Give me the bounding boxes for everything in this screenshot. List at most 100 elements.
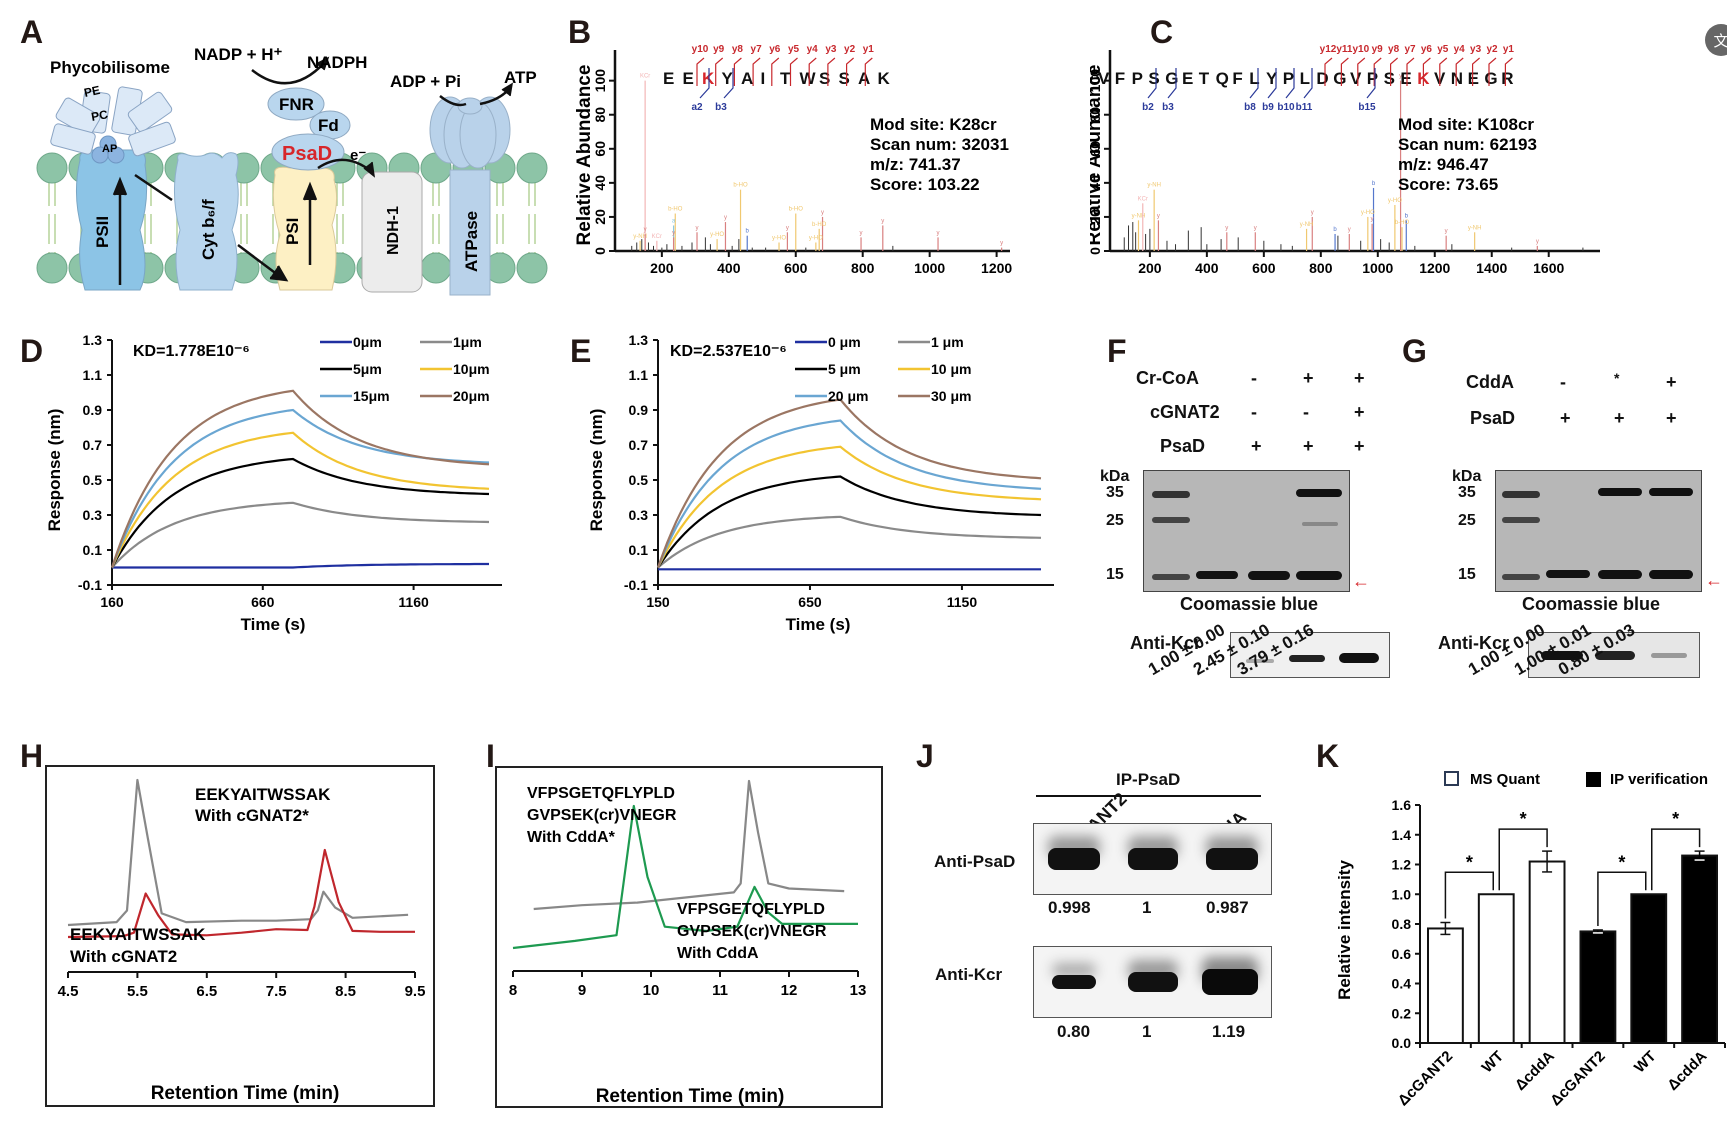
- series-line-20μm: [656, 419, 1042, 568]
- label-psi: PSI: [283, 218, 302, 245]
- j-blot1-value: 1: [1142, 898, 1152, 917]
- peak-ion-label: y-HO: [1361, 210, 1375, 216]
- y-tick-label: 1.0: [1392, 886, 1412, 902]
- blot-band: [1339, 653, 1379, 663]
- label-electron: e⁻: [350, 147, 366, 164]
- blot-band: [1541, 651, 1583, 660]
- y-tick-label: 0: [592, 247, 608, 255]
- gel-band: [1152, 574, 1190, 580]
- label-nadp: NADP + H⁺: [194, 45, 283, 64]
- x-category-label: ΔcddA: [1512, 1048, 1558, 1094]
- i-label-bottom-1: VFPSGETQFLYPLD: [677, 901, 825, 918]
- y-ion-bracket: [1340, 57, 1349, 86]
- b-peaks: KCry-NHyKCrb-HOayyyy-HOb-HObyy-HOb-HOyb-…: [631, 74, 1003, 251]
- blot-band: [1052, 975, 1096, 989]
- x-tick-label: 13: [850, 982, 867, 999]
- y-ion-label: y11: [1336, 44, 1353, 55]
- f-sign: -: [1251, 402, 1257, 422]
- sequence-residue: S: [1148, 69, 1159, 88]
- y-tick-label: 1.2: [1392, 857, 1412, 873]
- y-ion-bracket: [1357, 57, 1366, 86]
- panel-label-a: A: [20, 14, 44, 50]
- panel-label-d: D: [20, 333, 44, 369]
- bar-ms-quant: [1427, 927, 1464, 1044]
- panel-i-chromatogram: 8 9 10 11 12 13 VFPSGETQFLYPLD GVPSEK(cr)VNEG…: [495, 766, 883, 1108]
- bar-ip-verification: [1579, 930, 1617, 1044]
- x-tick-label: 800: [851, 260, 875, 276]
- label-pc: PC: [90, 107, 109, 124]
- y-tick-label: 60: [1090, 141, 1103, 157]
- g-gel-caption: Coomassie blue: [1522, 594, 1661, 614]
- d-axes: -0.1 0.1 0.3 0.5 0.7 0.9 1.1 1.3 160 660 1160: [78, 332, 502, 610]
- x-tick-label: 4.5: [58, 983, 79, 1000]
- series-line-15μm: [110, 408, 490, 568]
- y-tick-label: 0.3: [629, 507, 649, 523]
- y-ion-label: y7: [751, 44, 763, 55]
- series-line-10μm: [110, 431, 490, 568]
- y-tick-label: -0.1: [78, 577, 102, 593]
- sequence-residue: V: [1098, 69, 1110, 88]
- y-tick-label: 0.9: [629, 402, 649, 418]
- g-sign: +: [1560, 408, 1571, 428]
- sequence-residue: A: [741, 69, 753, 88]
- bar-ms-quant: [1528, 860, 1566, 1045]
- i-label-top-2: GVPSEK(cr)VNEGR: [527, 807, 677, 824]
- i-frame: [495, 766, 883, 1108]
- b-info-3: m/z: 741.37: [870, 155, 961, 174]
- peak-ion-label: b: [1372, 181, 1376, 187]
- peak-ion-label: y: [821, 210, 824, 216]
- peak-ion-label: b-HO: [1395, 220, 1410, 226]
- y-ion-bracket: [864, 57, 873, 86]
- sequence-residue: N: [1451, 69, 1463, 88]
- significance-bracket: [1597, 871, 1647, 926]
- x-tick-label: 9: [578, 982, 586, 999]
- peak-ion-label: y: [644, 227, 647, 233]
- panel-label-f: F: [1107, 333, 1127, 369]
- atpase-stalk: [449, 169, 491, 296]
- peak-ion-label: y: [1445, 229, 1448, 235]
- y-tick-label: 0.0: [1392, 1035, 1412, 1051]
- x-tick-label: 10: [643, 982, 660, 999]
- e-legend: 0 μm 1 μm 5 μm 10 μm 20 μm 30 μm: [795, 334, 971, 404]
- d-xlabel: Time (s): [241, 615, 306, 634]
- series-line-30μm: [656, 398, 1042, 568]
- k-bars: [1427, 850, 1718, 1045]
- y-ion-label: y2: [1486, 44, 1498, 55]
- peak-ion-label: KCr: [652, 234, 662, 240]
- j-blot2-value: 1.19: [1212, 1022, 1246, 1041]
- peak-ion-label: y: [881, 218, 884, 224]
- y-ion-bracket: [1439, 57, 1448, 86]
- y-ion-bracket: [1324, 57, 1333, 86]
- y-ion-bracket: [846, 57, 854, 86]
- chromatogram-trace: [533, 779, 845, 911]
- y-ion-bracket: [1406, 57, 1415, 86]
- y-ion-label: y6: [769, 44, 781, 55]
- b-ion-bracket: [1167, 68, 1177, 99]
- y-ion-label: y9: [713, 44, 725, 55]
- b-ion-bracket: [723, 68, 734, 99]
- sequence-residue: S: [1384, 69, 1395, 88]
- label-fd: Fd: [318, 116, 339, 135]
- f-marker-35: 35: [1106, 484, 1124, 501]
- sequence-residue: P: [1283, 69, 1294, 88]
- sequence-residue: T: [780, 69, 791, 88]
- f-sign: +: [1303, 368, 1314, 388]
- x-tick-label: 8: [509, 982, 517, 999]
- b-info-1: Mod site: K28cr: [870, 115, 997, 134]
- i-label-top-1: VFPSGETQFLYPLD: [527, 785, 675, 802]
- b-ion-label: b9: [1262, 102, 1274, 113]
- b-ion-bracket: [1267, 68, 1277, 99]
- y-ion-bracket: [696, 57, 705, 86]
- j-blot2-label: Anti-Kcr: [935, 965, 1003, 984]
- f-kda-label: kDa: [1100, 468, 1130, 485]
- h-label-top-2: With cGNAT2*: [195, 806, 309, 825]
- sequence-residue: E: [1182, 69, 1193, 88]
- blot-band: [1289, 655, 1325, 662]
- translate-button[interactable]: 文: [1705, 24, 1727, 56]
- x-tick-label: 1150: [947, 594, 978, 610]
- chromatogram-trace: [67, 778, 409, 927]
- k-legend-swatch-ip: [1586, 772, 1601, 787]
- ndh1-complex: [361, 171, 423, 293]
- panel-label-g: G: [1402, 333, 1427, 369]
- c-info-3: m/z: 946.47: [1398, 155, 1489, 174]
